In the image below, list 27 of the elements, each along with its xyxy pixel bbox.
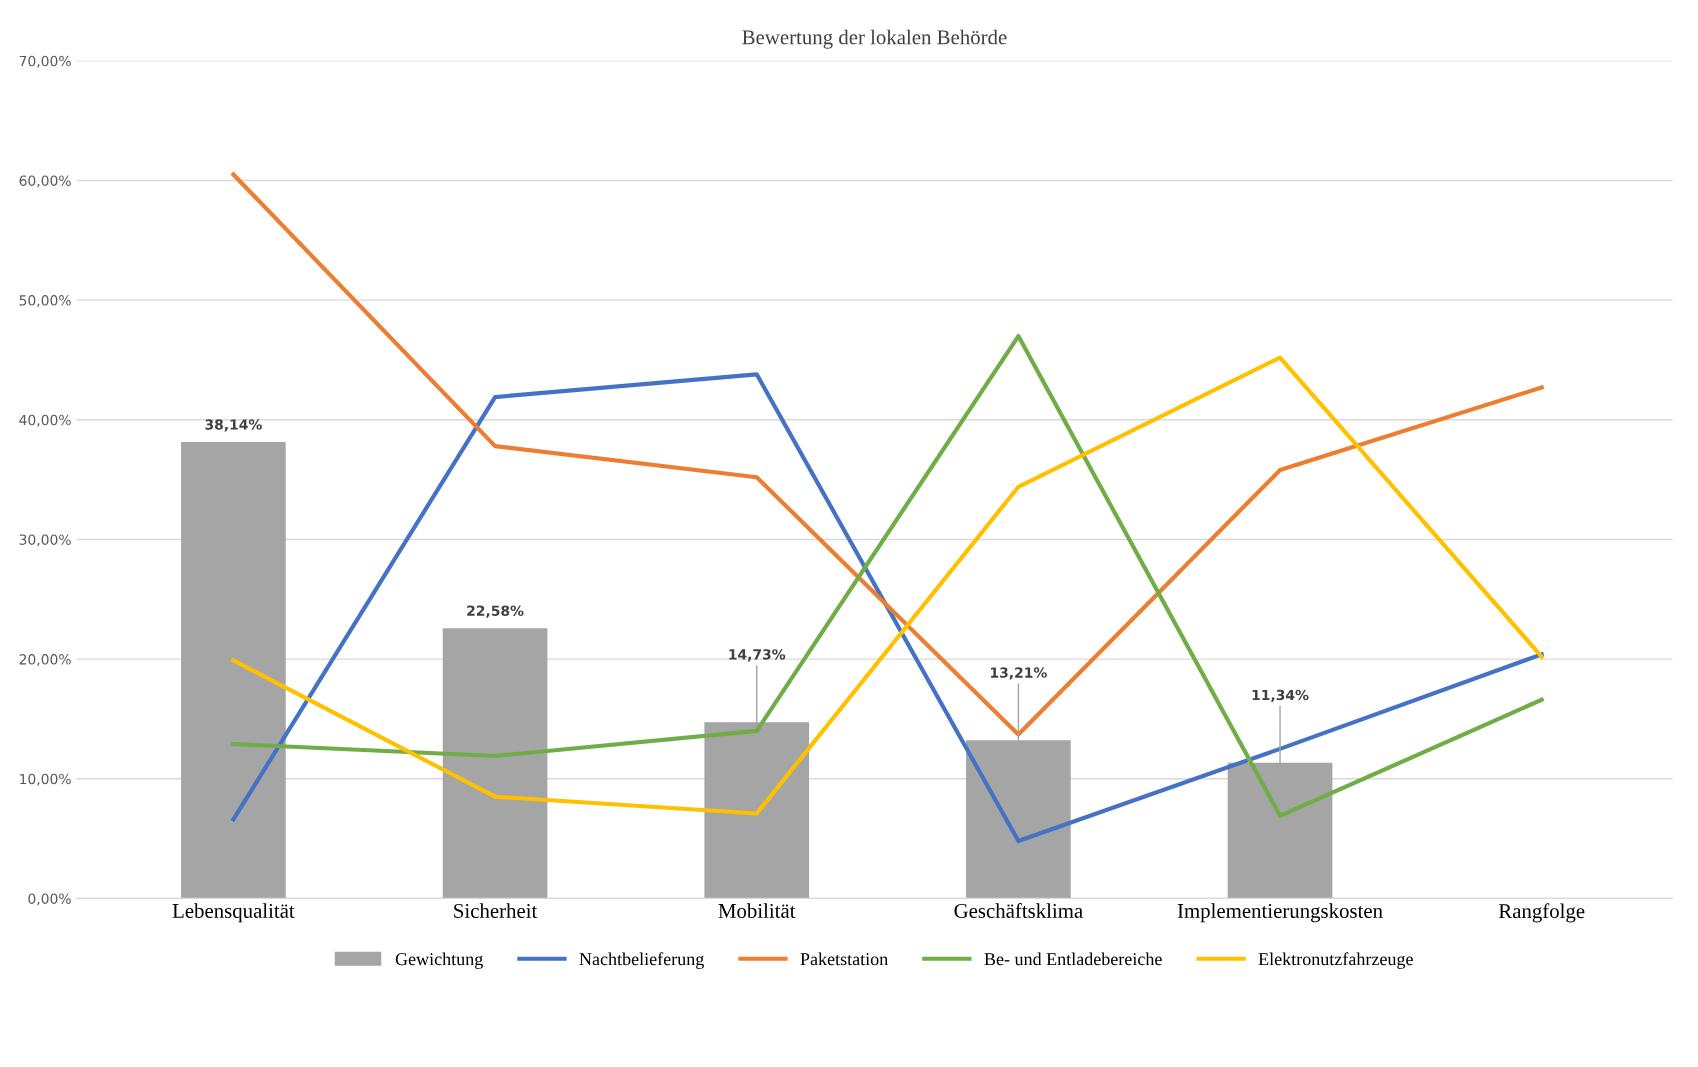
y-tick-label: 10,00% [20, 773, 71, 786]
y-tick-label: 60,00% [19, 175, 71, 188]
legend-label: Nachtbelieferung [579, 952, 704, 969]
chart-title: Bewertung der lokalen Behörde [742, 29, 1007, 49]
y-tick-label: 50,00% [19, 295, 71, 308]
y-tick-label: 20,00% [19, 654, 71, 666]
data-label: 38,14% [205, 419, 262, 432]
y-tick-label: 40,00% [19, 414, 71, 427]
y-tick-label: 0,00% [28, 893, 71, 906]
y-tick-label: 30,00% [19, 534, 71, 547]
data-label: 13,21% [991, 667, 1047, 680]
y-tick-label: 70,00% [19, 55, 71, 68]
data-label: 22,58% [467, 605, 524, 618]
x-tick-label: Geschäftsklima [954, 903, 1083, 918]
legend-label: Gewichtung [395, 952, 483, 969]
x-tick-label: Rangfolge [1498, 903, 1585, 923]
data-label: 14,73% [729, 649, 786, 662]
x-tick-label: Lebensqualität [172, 903, 295, 923]
x-tick-label: Mobilität [718, 903, 796, 918]
legend-label: Be- und Entladebereiche [984, 952, 1162, 966]
x-tick-label: Sicherheit [454, 903, 538, 918]
legend-label: Elektronutzfahrzeuge [1258, 952, 1413, 969]
legend-label: Paketstation [800, 952, 888, 966]
data-label: 11,34% [1252, 689, 1309, 702]
bar [181, 442, 286, 899]
bar [442, 628, 548, 899]
x-tick-label: Implementierungskosten [1177, 903, 1383, 923]
